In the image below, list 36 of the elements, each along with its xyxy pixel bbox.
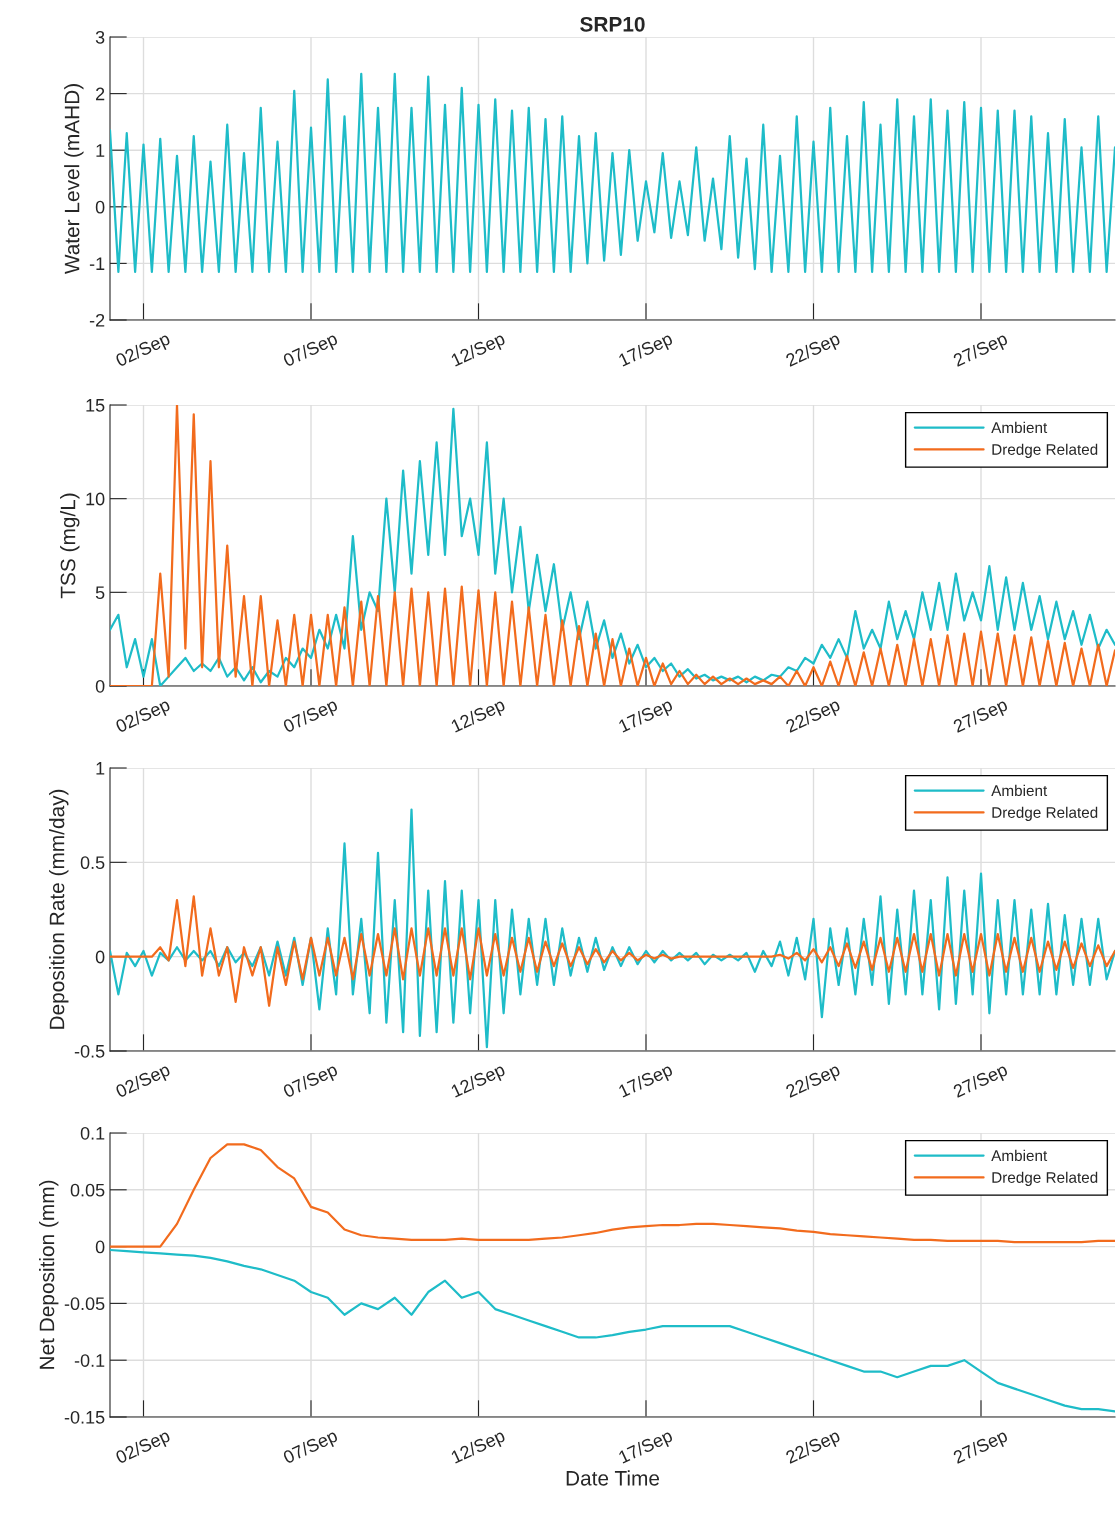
y-axis-title: TSS (mg/L) (60, 493, 80, 599)
line-series (110, 1143, 1115, 1248)
y-tick-label: 0.1 (80, 1126, 105, 1140)
y-tick-label: -1 (89, 257, 105, 270)
y-tick-label: 0 (95, 200, 105, 214)
legend-label: Ambient (991, 421, 1048, 434)
y-tick-label: 0.05 (70, 1183, 105, 1197)
y-axis-title: Water Level (mAHD) (64, 84, 84, 275)
y-tick-label: 5 (95, 586, 105, 600)
y-axis-title: Net Deposition (mm) (39, 1180, 59, 1369)
y-tick-label: 0.5 (80, 856, 105, 870)
y-tick-label: 0 (95, 950, 105, 964)
y-tick-label: 3 (95, 30, 105, 44)
y-tick-label: 1 (96, 762, 105, 775)
legend-label: Ambient (991, 784, 1048, 797)
legend-label: Dredge Related (992, 443, 1098, 458)
legend-label: Ambient (991, 1149, 1048, 1162)
y-tick-label: 0 (95, 1240, 105, 1254)
y-tick-label: 15 (86, 399, 105, 412)
x-axis-title: Date Time (566, 1470, 660, 1486)
y-tick-label: 2 (96, 87, 105, 101)
y-tick-label: -2 (89, 313, 105, 327)
line-series (110, 72, 1115, 273)
y-tick-label: -0.05 (64, 1297, 105, 1311)
y-tick-label: -0.1 (74, 1354, 105, 1367)
y-tick-label: 1 (96, 144, 105, 157)
legend-label: Dredge Related (992, 1171, 1098, 1186)
legend-label: Dredge Related (992, 806, 1098, 821)
y-tick-label: -0.5 (74, 1044, 105, 1058)
y-tick-label: -0.15 (64, 1410, 105, 1424)
y-tick-label: 0 (95, 679, 105, 693)
line-series (110, 895, 1115, 1007)
y-axis-title: Deposition Rate (mm/day) (49, 789, 69, 1029)
line-series (110, 1248, 1115, 1413)
y-tick-label: 10 (86, 492, 105, 506)
chart-title: SRP10 (580, 16, 645, 32)
